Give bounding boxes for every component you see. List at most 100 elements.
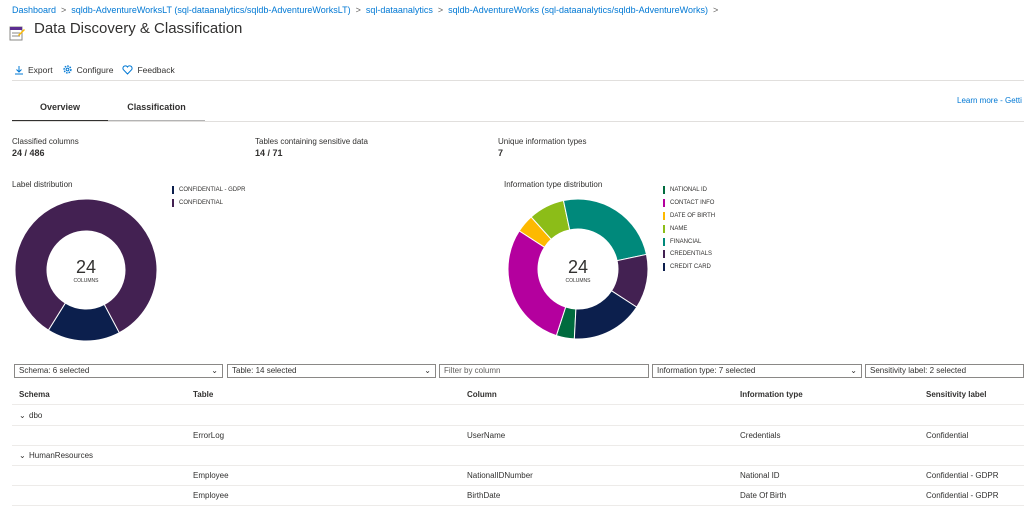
- export-label: Export: [28, 64, 53, 75]
- column-filter-placeholder: Filter by column: [444, 366, 501, 375]
- column-filter-input[interactable]: Filter by column: [439, 364, 649, 378]
- chevron-down-icon: ⌄: [211, 366, 218, 375]
- legend-item[interactable]: DATE OF BIRTH: [663, 210, 715, 223]
- stat-label: Tables containing sensitive data: [255, 137, 368, 146]
- cell-info-type: National ID: [740, 471, 780, 480]
- stat-info-types: Unique information types 7: [498, 137, 587, 158]
- info-distribution-donut[interactable]: [507, 198, 649, 340]
- legend-swatch: [663, 199, 665, 208]
- chevron-down-icon: ⌄: [850, 366, 857, 375]
- cell-table: Employee: [193, 491, 229, 500]
- label-donut-center: 24 COLUMNS: [56, 257, 116, 284]
- chevron-down-icon: ⌄: [424, 366, 431, 375]
- export-button[interactable]: Export: [14, 65, 53, 75]
- group-name: HumanResources: [29, 451, 94, 460]
- learn-more-link[interactable]: Learn more - Getti: [957, 96, 1022, 105]
- legend-label: NAME: [670, 225, 688, 232]
- schema-filter-dropdown[interactable]: Schema: 6 selected ⌄: [14, 364, 223, 378]
- column-header-sensitivity[interactable]: Sensitivity label: [926, 390, 987, 399]
- legend-item[interactable]: FINANCIAL: [663, 235, 715, 248]
- legend-label: FINANCIAL: [670, 238, 702, 245]
- group-row-humanresources[interactable]: ⌄ HumanResources: [12, 445, 1024, 466]
- info-distribution-title: Information type distribution: [504, 180, 603, 189]
- group-row-dbo[interactable]: ⌄ dbo: [12, 405, 1024, 426]
- toolbar: Export Configure Feedback: [14, 64, 175, 75]
- data-classification-icon: [9, 26, 25, 41]
- legend-swatch: [663, 237, 665, 246]
- legend-label: CONFIDENTIAL: [179, 200, 224, 207]
- info-distribution-legend: NATIONAL ID CONTACT INFO DATE OF BIRTH NAME…: [663, 184, 715, 274]
- feedback-button[interactable]: Feedback: [122, 64, 175, 75]
- legend-swatch: [172, 186, 174, 195]
- legend-item[interactable]: CONFIDENTIAL: [172, 197, 245, 210]
- group-name: dbo: [29, 411, 43, 420]
- info-donut-center: 24 COLUMNS: [548, 257, 608, 284]
- cell-sensitivity: Confidential: [926, 431, 969, 440]
- breadcrumb-dashboard[interactable]: Dashboard: [12, 5, 57, 15]
- label-distribution-title: Label distribution: [12, 180, 73, 189]
- legend-item[interactable]: NATIONAL ID: [663, 184, 715, 197]
- cell-table: Employee: [193, 471, 229, 480]
- column-header-schema[interactable]: Schema: [19, 390, 50, 399]
- chevron-right-icon: >: [437, 5, 444, 15]
- cell-table: ErrorLog: [193, 431, 225, 440]
- legend-swatch: [663, 224, 665, 233]
- chevron-right-icon: >: [355, 5, 361, 15]
- breadcrumb: Dashboard > sqldb-AdventureWorksLT (sql-da…: [12, 5, 723, 15]
- breadcrumb-adventureworkslt[interactable]: sqldb-AdventureWorksLT (sql-dataanalytic…: [71, 5, 351, 15]
- stat-sensitive-tables: Tables containing sensitive data 14 / 71: [255, 137, 368, 158]
- column-header-table[interactable]: Table: [193, 390, 214, 399]
- cell-info-type: Credentials: [740, 431, 781, 440]
- donut-center-caption: COLUMNS: [73, 278, 99, 284]
- tab-overview[interactable]: Overview: [12, 96, 108, 122]
- donut-center-value: 24: [567, 257, 589, 277]
- configure-label: Configure: [76, 64, 114, 75]
- column-header-info-type[interactable]: Information type: [740, 390, 803, 399]
- toolbar-divider: [12, 80, 1024, 81]
- cell-column: UserName: [467, 431, 506, 440]
- download-icon: [15, 65, 23, 74]
- donut-slice-contact-info[interactable]: [507, 230, 567, 337]
- donut-slice-credit-card[interactable]: [573, 290, 638, 340]
- chevron-right-icon: >: [712, 5, 719, 15]
- legend-label: DATE OF BIRTH: [670, 212, 716, 219]
- legend-label: CONFIDENTIAL - GDPR: [179, 187, 246, 194]
- breadcrumb-adventureworks[interactable]: sqldb-AdventureWorks (sql-dataanalytics/…: [448, 5, 708, 15]
- cell-sensitivity: Confidential - GDPR: [926, 491, 999, 500]
- chevron-down-icon[interactable]: ⌄: [19, 411, 26, 420]
- table-row[interactable]: Employee BirthDate Date Of Birth Confide…: [12, 485, 1024, 506]
- donut-slice-financial[interactable]: [562, 198, 648, 262]
- legend-item[interactable]: NAME: [663, 222, 715, 235]
- table-filter-dropdown[interactable]: Table: 14 selected ⌄: [227, 364, 436, 378]
- column-header-column[interactable]: Column: [467, 390, 497, 399]
- sensitivity-filter-value: Sensitivity label: 2 selected: [870, 366, 967, 375]
- stat-label: Unique information types: [498, 137, 587, 146]
- chevron-down-icon[interactable]: ⌄: [19, 451, 26, 460]
- tabs-divider: [12, 121, 1024, 122]
- cell-info-type: Date Of Birth: [740, 491, 787, 500]
- legend-item[interactable]: CONFIDENTIAL - GDPR: [172, 184, 245, 197]
- label-distribution-donut[interactable]: [14, 198, 158, 342]
- table-row[interactable]: ErrorLog UserName Credentials Confidenti…: [12, 425, 1024, 446]
- cell-sensitivity: Confidential - GDPR: [926, 471, 999, 480]
- label-distribution-legend: CONFIDENTIAL - GDPR CONFIDENTIAL: [172, 184, 245, 210]
- breadcrumb-server[interactable]: sql-dataanalytics: [365, 5, 433, 15]
- heart-icon: [122, 64, 133, 75]
- info-type-filter-value: Information type: 7 selected: [657, 366, 756, 375]
- stat-value: 24 / 486: [12, 148, 45, 158]
- configure-button[interactable]: Configure: [62, 64, 114, 75]
- table-row[interactable]: Employee NationalIDNumber National ID Co…: [12, 465, 1024, 486]
- donut-slice-confidential[interactable]: [14, 198, 158, 334]
- legend-item[interactable]: CONTACT INFO: [663, 197, 715, 210]
- stat-value: 7: [498, 148, 504, 158]
- legend-item[interactable]: CREDIT CARD: [663, 261, 715, 274]
- legend-item[interactable]: CREDENTIALS: [663, 248, 715, 261]
- info-type-filter-dropdown[interactable]: Information type: 7 selected ⌄: [652, 364, 862, 378]
- donut-center-caption: COLUMNS: [565, 278, 591, 284]
- legend-label: CONTACT INFO: [670, 200, 715, 207]
- legend-label: NATIONAL ID: [670, 187, 708, 194]
- sensitivity-filter-dropdown[interactable]: Sensitivity label: 2 selected: [865, 364, 1024, 378]
- legend-label: CREDIT CARD: [670, 264, 711, 271]
- tab-classification[interactable]: Classification: [108, 96, 205, 122]
- schema-filter-value: Schema: 6 selected: [19, 366, 90, 375]
